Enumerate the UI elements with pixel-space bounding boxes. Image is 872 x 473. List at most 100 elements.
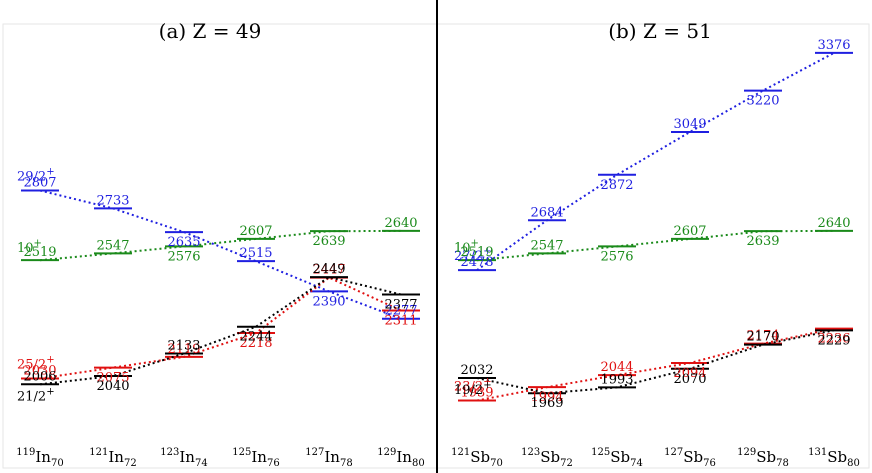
- neutron-number: 80: [847, 458, 860, 469]
- mass-number: 119: [16, 447, 35, 458]
- element-symbol: In: [35, 448, 51, 466]
- level-value-label: 2070: [673, 372, 706, 387]
- level-value-label: 2733: [96, 193, 129, 208]
- level-value-label: 2170: [746, 330, 779, 345]
- mass-number: 125: [591, 447, 610, 458]
- mass-number: 123: [521, 447, 540, 458]
- level-value-label: 2576: [600, 249, 633, 264]
- spin-tag-red: 25/2+: [17, 354, 55, 372]
- level-value-label: 2547: [96, 238, 129, 253]
- mass-number: 123: [160, 447, 179, 458]
- level-value-label: 2236: [817, 332, 850, 347]
- series-connector-green: [39, 229, 402, 262]
- level-value-label: 2515: [239, 246, 272, 261]
- level-value-label: 2872: [600, 178, 633, 193]
- mass-number: 129: [377, 447, 396, 458]
- spin-tag-blue: 27/2+: [454, 246, 492, 264]
- x-tick-label: 125Sb74: [591, 447, 643, 469]
- level-value-label: 2547: [530, 238, 563, 253]
- spin-tag-green: 10+: [17, 238, 42, 256]
- element-symbol: Sb: [540, 448, 560, 466]
- x-tick-label: 123Sb72: [521, 447, 573, 469]
- x-tick-label: 127Sb76: [664, 447, 716, 469]
- x-tick-label: 131Sb80: [808, 447, 860, 469]
- x-tick-label: 129In80: [377, 447, 424, 469]
- spin-tag-black: 21/2+: [17, 386, 55, 404]
- parity-sup: +: [483, 380, 491, 391]
- panel-a: (a) Z = 49 2807 2733 2635 2515 2390 2277 29/2+…: [16, 19, 424, 469]
- level-value-label: 2311: [384, 313, 417, 328]
- neutron-number: 70: [490, 458, 503, 469]
- level-value-label: 1993: [600, 372, 633, 387]
- x-tick-label: 119In70: [16, 447, 63, 469]
- mass-number: 121: [89, 447, 108, 458]
- level-value-label: 2044: [600, 360, 633, 375]
- neutron-number: 80: [412, 458, 425, 469]
- neutron-number: 74: [630, 458, 643, 469]
- level-value-label: 2277: [384, 304, 417, 319]
- level-value-label: 2684: [530, 205, 563, 220]
- level-value-label: 2390: [312, 294, 345, 309]
- level-value-label: 2218: [239, 336, 272, 351]
- level-value-label: 2006: [23, 369, 56, 384]
- level-value-label: 2133: [167, 339, 200, 354]
- level-value-label: 2229: [817, 333, 850, 348]
- level-value-label: 2635: [167, 235, 200, 250]
- level-value-label: 3376: [817, 38, 850, 53]
- mass-number: 131: [808, 447, 827, 458]
- element-symbol: Sb: [827, 448, 847, 466]
- element-symbol: In: [251, 448, 267, 466]
- parity-sup: +: [471, 238, 479, 249]
- level-value-label: 2174: [746, 329, 779, 344]
- level-value-label: 2032: [460, 363, 493, 378]
- x-tick-label: 129Sb78: [737, 447, 789, 469]
- parity-sup: +: [34, 238, 42, 249]
- panel-a-series: [21, 189, 420, 386]
- neutron-number: 72: [560, 458, 573, 469]
- x-tick-label: 125In76: [232, 447, 279, 469]
- x-tick-label: 127In78: [305, 447, 352, 469]
- panel-a-value-labels: 2807 2733 2635 2515 2390 2277 29/2+ 2519 2547 257…: [17, 167, 418, 405]
- level-value-label: 2075: [96, 371, 129, 386]
- level-value-label: 2377: [384, 298, 417, 313]
- series-connector-black: [39, 276, 402, 386]
- level-value-label: 2519: [460, 245, 493, 260]
- element-symbol: In: [324, 448, 340, 466]
- level-value-label: 2807: [23, 176, 56, 191]
- level-value-label: 1969: [530, 396, 563, 411]
- element-symbol: Sb: [683, 448, 703, 466]
- mass-number: 127: [305, 447, 324, 458]
- level-value-label: 2607: [673, 224, 706, 239]
- level-value-label: 2478: [460, 255, 493, 270]
- neutron-number: 74: [195, 458, 208, 469]
- spin-tag-black: 19/2+: [454, 380, 492, 398]
- mass-number: 125: [232, 447, 251, 458]
- element-symbol: In: [396, 448, 412, 466]
- level-value-label: 2244: [239, 330, 272, 345]
- level-value-label: 2576: [167, 249, 200, 264]
- neutron-number: 76: [267, 458, 280, 469]
- level-value-label: 2607: [239, 224, 272, 239]
- level-value-label: 1994: [530, 390, 563, 405]
- series-connector-black: [476, 329, 835, 395]
- level-value-label: 2030: [23, 363, 56, 378]
- neutron-number: 76: [703, 458, 716, 469]
- panel-b-value-labels: 2478 2684 2872 3049 3220 3376 27/2+2519 2547 257…: [454, 38, 851, 411]
- level-value-label: 3049: [673, 117, 706, 132]
- x-tick-label: 121In72: [89, 447, 136, 469]
- panel-b-x-ticks: 121Sb70123Sb72125Sb74127Sb76129Sb78131Sb…: [451, 447, 860, 469]
- parity-sup: +: [483, 246, 491, 257]
- panel-b: (b) Z = 51 2478 2684 2872 3049 3220 3376 27/2+…: [451, 19, 860, 469]
- x-tick-label: 123In74: [160, 447, 207, 469]
- level-value-label: 2447: [312, 263, 345, 278]
- element-symbol: In: [179, 448, 195, 466]
- element-symbol: Sb: [756, 448, 776, 466]
- level-value-label: 2640: [817, 216, 850, 231]
- neutron-number: 70: [51, 458, 64, 469]
- level-value-label: 2449: [312, 262, 345, 277]
- parity-sup: +: [483, 376, 491, 387]
- level-value-label: 2040: [96, 379, 129, 394]
- panel-a-x-ticks: 119In70121In72123In74125In76127In78129In…: [16, 447, 424, 469]
- level-value-label: 3220: [746, 94, 779, 109]
